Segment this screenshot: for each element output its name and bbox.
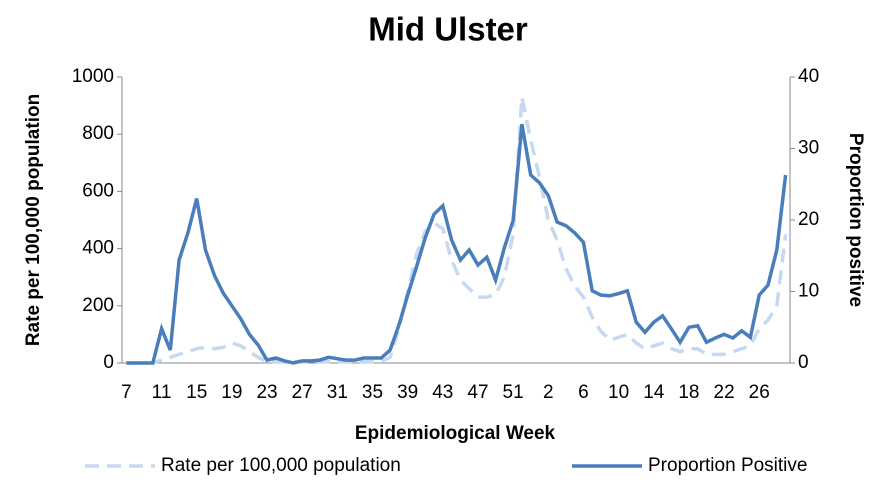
x-tick-label: 7 bbox=[121, 382, 132, 403]
x-tick-label: 51 bbox=[503, 382, 524, 403]
y2-tick-label: 40 bbox=[798, 66, 819, 87]
y-tick-label: 0 bbox=[103, 352, 114, 373]
x-tick-label: 26 bbox=[749, 382, 770, 403]
y2-axis-label: Proportion positive bbox=[845, 133, 866, 307]
legend-label: Proportion Positive bbox=[648, 455, 807, 476]
y2-tick-label: 20 bbox=[798, 209, 819, 230]
x-tick-label: 23 bbox=[256, 382, 277, 403]
series-line bbox=[126, 123, 788, 365]
y-tick-label: 800 bbox=[82, 123, 114, 144]
x-tick-label: 15 bbox=[186, 382, 207, 403]
x-tick-label: 35 bbox=[362, 382, 383, 403]
x-tick-label: 31 bbox=[327, 382, 348, 403]
y-axis-label: Rate per 100,000 population bbox=[23, 94, 44, 346]
x-tick-label: 43 bbox=[432, 382, 453, 403]
y2-tick-label: 10 bbox=[798, 281, 819, 302]
x-tick-label: 11 bbox=[152, 382, 172, 403]
x-tick-label: 10 bbox=[608, 382, 629, 403]
x-tick-label: 14 bbox=[643, 382, 665, 403]
y-tick-label: 1000 bbox=[72, 66, 114, 87]
x-axis-label: Epidemiological Week bbox=[355, 423, 556, 444]
x-tick-label: 18 bbox=[678, 382, 699, 403]
series-line bbox=[126, 96, 788, 365]
y2-tick-label: 30 bbox=[798, 138, 819, 159]
x-tick-label: 39 bbox=[397, 382, 418, 403]
x-tick-label: 19 bbox=[221, 382, 242, 403]
y2-tick-label: 0 bbox=[798, 352, 809, 373]
y-tick-label: 200 bbox=[82, 295, 114, 316]
y-tick-label: 600 bbox=[82, 180, 114, 201]
legend-label: Rate per 100,000 population bbox=[161, 455, 401, 476]
x-tick-label: 27 bbox=[292, 382, 313, 403]
x-tick-label: 2 bbox=[543, 382, 554, 403]
y-tick-label: 400 bbox=[82, 238, 114, 259]
chart-title: Mid Ulster bbox=[368, 11, 528, 48]
x-tick-label: 47 bbox=[467, 382, 488, 403]
x-tick-label: 22 bbox=[714, 382, 735, 403]
x-tick-label: 6 bbox=[578, 382, 589, 403]
